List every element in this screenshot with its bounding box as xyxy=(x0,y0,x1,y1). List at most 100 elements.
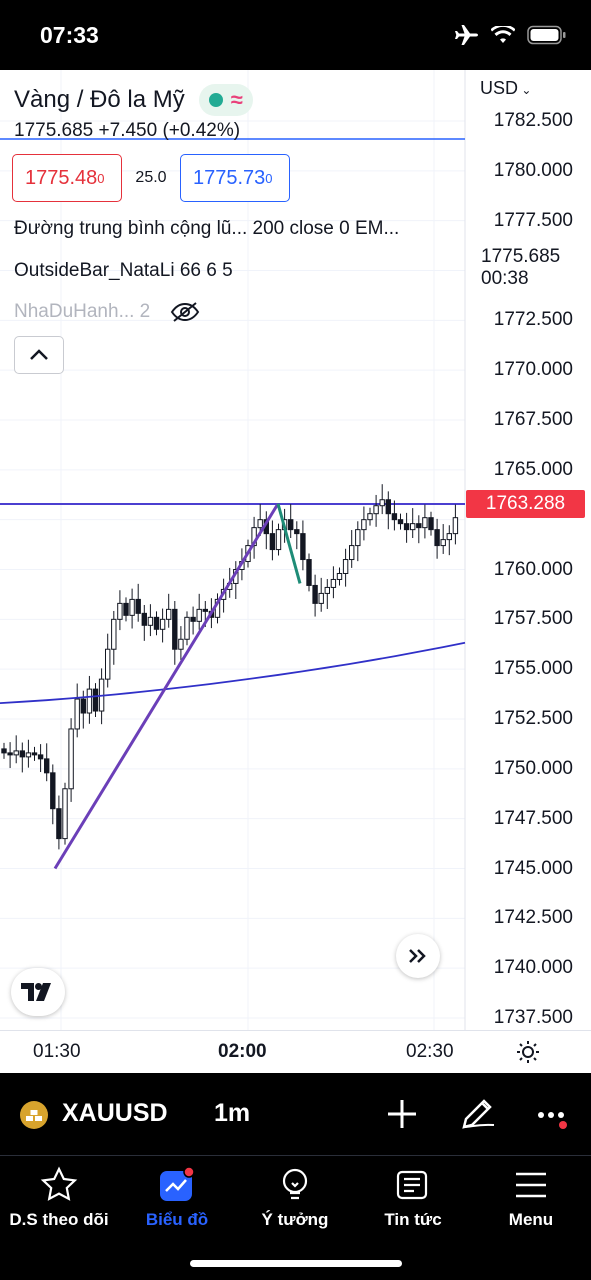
currency-selector[interactable]: USD ⌄ xyxy=(480,78,531,99)
gold-bars-icon xyxy=(20,1101,48,1129)
price-axis-label: 1757.500 xyxy=(493,608,573,630)
candle-body xyxy=(379,499,385,507)
bottom-toolbar: XAUUSD 1m xyxy=(0,1073,591,1155)
price-axis-label: 1755.000 xyxy=(493,658,573,680)
eye-off-icon[interactable] xyxy=(170,301,200,323)
time-axis[interactable]: 01:30 02:00 02:30 xyxy=(0,1030,591,1073)
current-price-label: 1775.685 00:38 xyxy=(481,246,560,290)
candle-body xyxy=(129,598,135,616)
tab-label: Biểu đồ xyxy=(145,1210,209,1229)
candle-body xyxy=(294,529,300,535)
candle-body xyxy=(391,513,398,521)
bid-ask-panel: 1775.48 0 25.0 1775.73 0 xyxy=(12,154,290,202)
candle-body xyxy=(275,529,282,551)
candle-body xyxy=(385,499,392,515)
market-open-dot xyxy=(208,93,223,107)
candle-body xyxy=(123,602,129,616)
candle-body xyxy=(440,539,446,547)
last-quote: 1775.685 +7.450 (+0.42%) xyxy=(14,120,241,141)
settings-sun-icon[interactable] xyxy=(516,1040,540,1064)
tab-news[interactable]: Tin tức xyxy=(354,1166,472,1230)
price-axis-label: 1750.000 xyxy=(493,757,573,779)
tab-watchlist[interactable]: D.S theo dõi xyxy=(0,1166,118,1230)
buy-price-sup: 0 xyxy=(265,170,273,186)
price-axis-label: 1780.000 xyxy=(493,159,573,181)
candle-body xyxy=(105,648,111,680)
status-icons xyxy=(453,24,567,46)
candle-body xyxy=(7,752,13,756)
tab-ideas[interactable]: Ý tưởng xyxy=(236,1166,354,1230)
approx-icon: ≈ xyxy=(230,87,243,112)
candle-body xyxy=(312,584,318,604)
price-chart[interactable] xyxy=(0,70,591,1030)
more-icon[interactable] xyxy=(537,1107,571,1131)
candle-body xyxy=(62,788,68,840)
trend-line xyxy=(53,502,280,870)
indicator-outsidebar[interactable]: OutsideBar_NataLi 66 6 5 xyxy=(14,260,233,281)
price-axis-label: 1740.000 xyxy=(493,957,573,979)
candle-body xyxy=(135,598,141,614)
indicator-hidden[interactable]: NhaDuHanh... 2 xyxy=(14,301,200,323)
market-status-pill[interactable]: ≈ xyxy=(198,84,253,116)
price-axis-label: 1765.000 xyxy=(493,458,573,480)
tab-chart[interactable]: Biểu đồ xyxy=(118,1166,236,1230)
collapse-legend-button[interactable] xyxy=(14,336,64,374)
candle-body xyxy=(86,688,93,714)
interval-selector[interactable]: 1m xyxy=(214,1099,251,1127)
airplane-icon xyxy=(455,25,478,45)
bar-countdown: 00:38 xyxy=(481,268,529,289)
candle-body xyxy=(336,572,343,580)
candle-body xyxy=(80,698,86,714)
price-line-tag: 1763.288 xyxy=(466,489,585,518)
tab-label: Tin tức xyxy=(384,1210,442,1229)
candle-body xyxy=(178,638,184,650)
candle-body xyxy=(349,545,355,561)
candle-body xyxy=(269,533,276,551)
candle-body xyxy=(403,523,410,531)
symbol-header: Vàng / Đô la Mỹ ≈ xyxy=(14,84,253,116)
candle-body xyxy=(416,523,422,529)
candle-body xyxy=(446,533,453,541)
candle-body xyxy=(184,616,190,640)
chart-area[interactable]: Vàng / Đô la Mỹ ≈ 1775.685 +7.450 (+0.42… xyxy=(0,70,591,1073)
indicator-ema[interactable]: Đường trung bình cộng lũ... 200 close 0 … xyxy=(14,218,400,239)
lightbulb-icon xyxy=(282,1168,308,1200)
buy-price: 1775.73 xyxy=(193,166,266,189)
price-axis-label: 1737.500 xyxy=(493,1007,573,1028)
tradingview-logo-icon xyxy=(21,983,51,1001)
price-axis-label: 1742.500 xyxy=(493,907,573,929)
scroll-to-realtime-button[interactable] xyxy=(396,934,440,978)
candle-body xyxy=(434,529,440,547)
candle-body xyxy=(300,533,306,561)
sell-price: 1775.48 xyxy=(25,166,98,189)
price-axis-label: 1770.000 xyxy=(493,359,573,381)
candle-body xyxy=(153,616,160,630)
indicator-hidden-label: NhaDuHanh... 2 xyxy=(14,301,151,322)
symbol-selector[interactable]: XAUUSD xyxy=(62,1099,168,1127)
spread-value: 25.0 xyxy=(135,169,167,186)
candle-body xyxy=(318,592,324,604)
candle-body xyxy=(159,618,166,630)
plus-icon[interactable] xyxy=(386,1098,418,1130)
candle-body xyxy=(324,586,331,594)
candle-body xyxy=(1,748,7,754)
candle-body xyxy=(172,608,178,650)
price-axis-label: 1745.000 xyxy=(493,857,573,879)
candle-body xyxy=(410,523,416,531)
tab-menu[interactable]: Menu xyxy=(472,1166,590,1230)
price-axis-label: 1760.000 xyxy=(493,558,573,580)
symbol-name[interactable]: Vàng / Đô la Mỹ xyxy=(14,86,185,113)
wifi-icon xyxy=(491,26,515,43)
pencil-icon[interactable] xyxy=(460,1095,496,1131)
candle-body xyxy=(330,578,337,588)
tab-label: Menu xyxy=(508,1210,554,1229)
candle-body xyxy=(111,618,117,650)
buy-button[interactable]: 1775.73 0 xyxy=(180,154,290,202)
candle-body xyxy=(19,750,26,758)
sell-button[interactable]: 1775.48 0 xyxy=(12,154,122,202)
status-bar: 07:33 xyxy=(0,0,591,70)
candle-body xyxy=(31,752,38,756)
tradingview-logo[interactable] xyxy=(11,968,65,1016)
candle-body xyxy=(117,602,123,620)
candle-body xyxy=(306,559,312,586)
